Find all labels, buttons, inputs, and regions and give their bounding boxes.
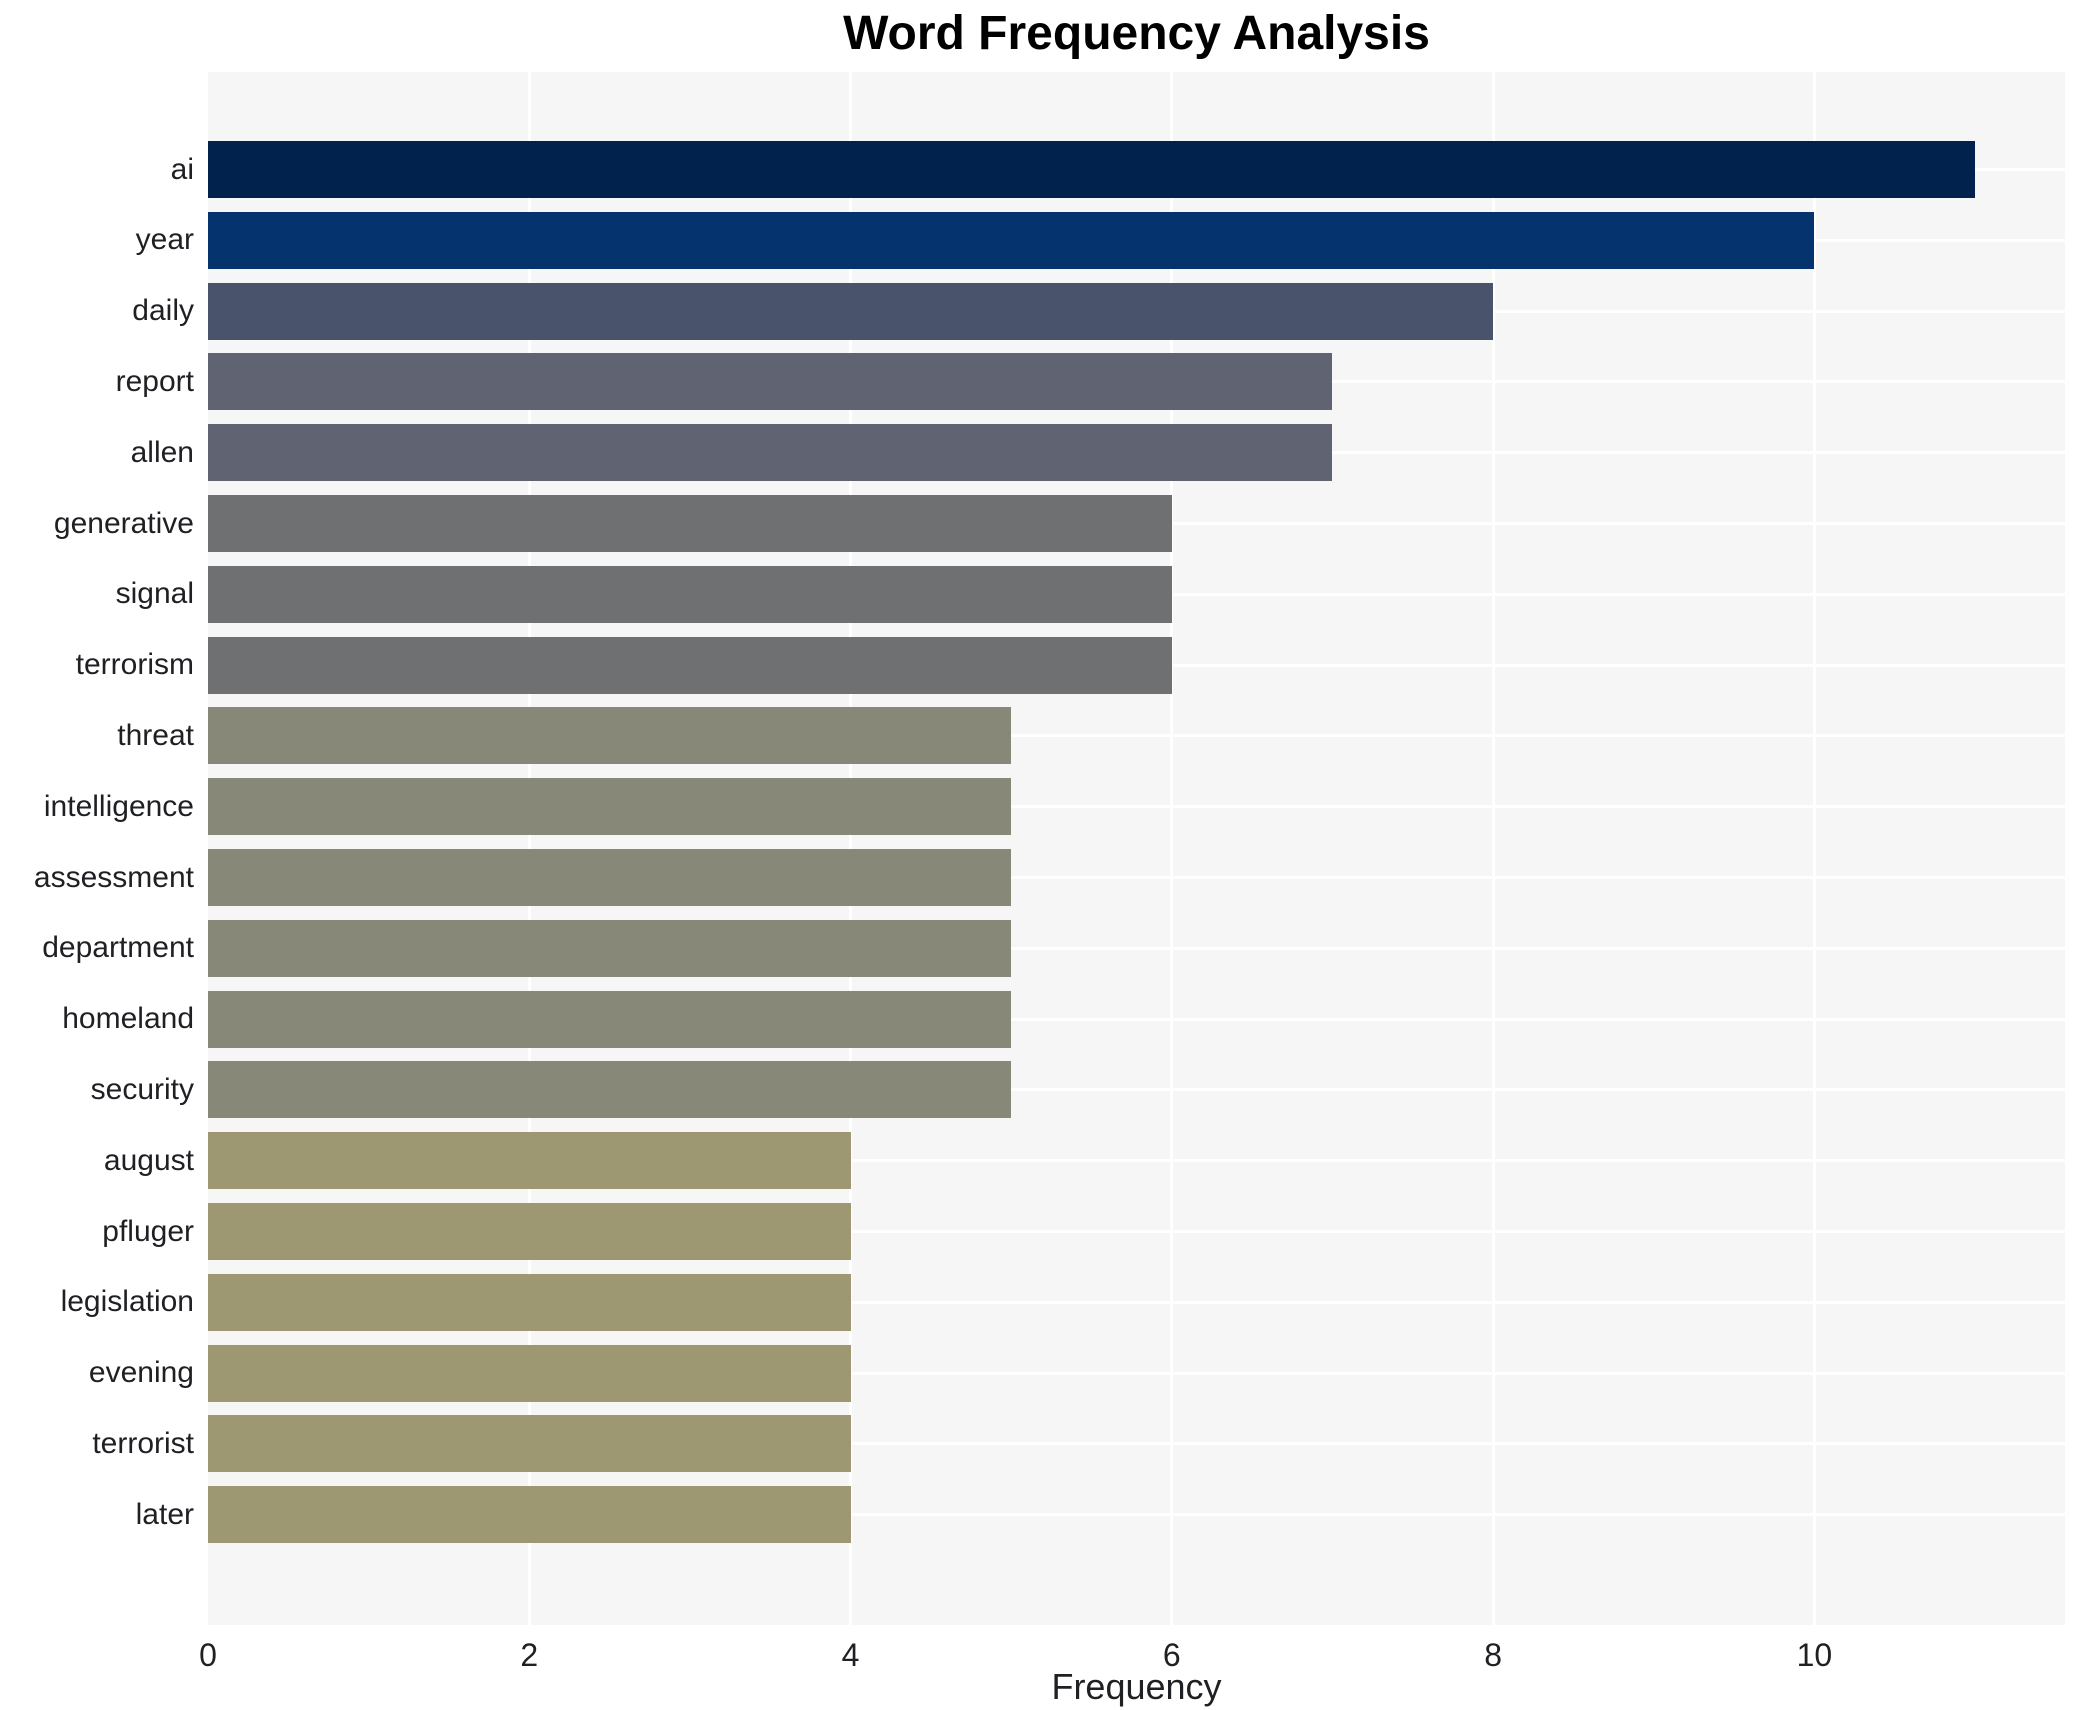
gridline-y-assessment [208,876,2065,879]
x-tick-8: 8 [1484,1637,1502,1673]
bar-report [208,353,1333,411]
x-tick-4: 4 [841,1637,860,1673]
bar-year [208,211,1815,269]
y-axis-label-report: report [115,364,194,398]
gridline-y-homeland [208,1017,2065,1021]
gridline-x-6 [1170,72,1174,1625]
y-axis-label-department: department [42,931,194,965]
bar-august [208,1132,851,1190]
bar-assessment [208,849,1012,906]
y-axis-label-assessment: assessment [33,860,194,894]
y-axis-label-year: year [135,223,194,257]
bar-pfluger [208,1203,851,1260]
y-axis-label-homeland: homeland [62,1002,194,1036]
x-tick-10: 10 [1796,1637,1833,1673]
x-tick-0: 0 [199,1637,217,1673]
gridline-y-legislation [208,1300,2065,1304]
bar-allen [208,424,1333,482]
bar-homeland [208,990,1012,1048]
gridline-x-2 [527,72,531,1625]
bar-terrorism [208,636,1172,694]
gridline-x-4 [849,72,853,1625]
y-axis-label-pfluger: pfluger [102,1214,194,1248]
bar-legislation [208,1273,851,1331]
y-axis-label-generative: generative [53,506,194,540]
gridline-y-threat [208,734,2065,738]
gridline-y-later [208,1513,2065,1517]
bar-later [208,1486,851,1544]
gridline-y-security [208,1088,2065,1092]
chart-title: Word Frequency Analysis [843,7,1430,60]
gridline-y-august [208,1159,2065,1163]
gridline-y-evening [208,1371,2065,1375]
y-axis-label-later: later [135,1497,194,1531]
y-axis-label-signal: signal [115,577,194,611]
y-axis-label-evening: evening [88,1356,194,1390]
gridline-x-8 [1491,72,1495,1625]
bar-terrorist [208,1415,851,1473]
y-axis-label-security: security [90,1072,194,1106]
bar-threat [208,707,1012,765]
plot-area [208,72,2065,1625]
gridline-y-intelligence [208,805,2065,809]
y-axis-label-intelligence: intelligence [43,789,194,823]
x-tick-2: 2 [520,1637,539,1673]
bar-evening [208,1344,851,1402]
bar-department [208,919,1012,977]
gridline-y-pfluger [208,1230,2065,1233]
y-axis-label-terrorism: terrorism [75,648,194,682]
y-axis-label-allen: allen [130,435,194,469]
x-axis-label: Frequency [1051,1666,1222,1707]
y-axis-label-terrorist: terrorist [92,1426,194,1460]
y-axis-label-ai: ai [170,152,194,186]
y-axis-label-august: august [103,1143,194,1177]
bar-generative [208,495,1172,552]
x-tick-6: 6 [1162,1637,1181,1673]
gridline-y-terrorist [208,1442,2065,1446]
gridline-x-10 [1812,72,1816,1625]
bar-ai [208,141,1976,198]
gridline-y-department [208,946,2065,950]
bar-intelligence [208,778,1012,836]
y-axis-label-threat: threat [117,718,194,752]
bar-security [208,1061,1012,1119]
bar-daily [208,282,1494,340]
y-axis-label-daily: daily [132,294,194,328]
bar-signal [208,565,1172,623]
y-axis-label-legislation: legislation [60,1285,194,1319]
